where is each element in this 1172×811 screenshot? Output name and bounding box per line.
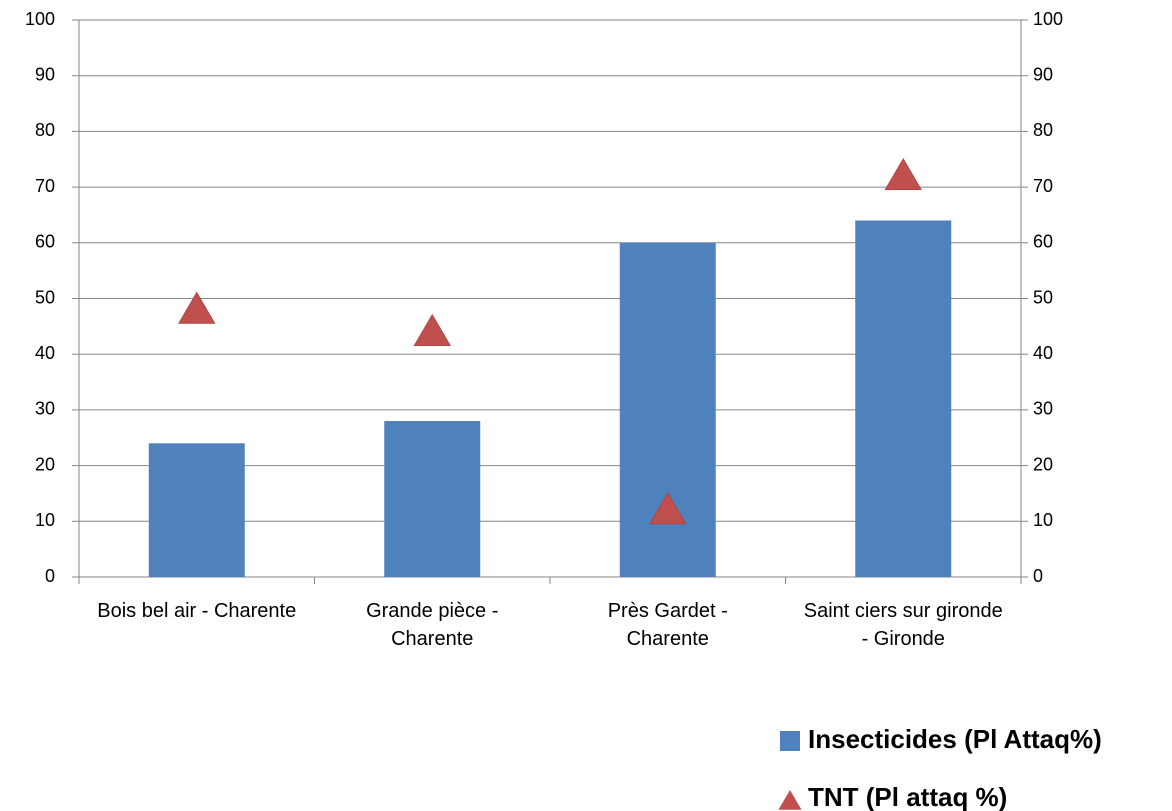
y-tick-label: 20 <box>35 454 55 474</box>
bar <box>148 443 245 577</box>
y-tick-label: 100 <box>25 9 55 29</box>
y-tick-label: 90 <box>35 64 55 84</box>
legend-marker <box>778 790 802 810</box>
bar <box>855 220 952 577</box>
legend-label: Insecticides (Pl Attaq%) <box>808 724 1102 754</box>
y2-tick-label: 30 <box>1033 399 1053 419</box>
y2-tick-label: 60 <box>1033 232 1053 252</box>
y-tick-label: 80 <box>35 120 55 140</box>
legend-marker <box>780 731 800 751</box>
bar <box>619 242 716 578</box>
y2-tick-label: 80 <box>1033 120 1053 140</box>
y2-tick-label: 90 <box>1033 64 1053 84</box>
y2-tick-label: 100 <box>1033 9 1063 29</box>
y-tick-label: 40 <box>35 343 55 363</box>
y-tick-label: 10 <box>35 510 55 530</box>
x-tick-label: Grande pièce - Charente <box>366 600 499 650</box>
bar <box>384 421 481 577</box>
marker <box>649 492 687 525</box>
y-tick-label: 30 <box>35 399 55 419</box>
marker <box>178 291 216 324</box>
x-tick-label: Saint ciers sur gironde - Gironde <box>803 600 1003 650</box>
y-tick-label: 60 <box>35 232 55 252</box>
marker <box>884 157 922 191</box>
y2-tick-label: 20 <box>1033 454 1053 474</box>
y-tick-label: 0 <box>45 566 55 586</box>
x-tick-label: Bois bel air - Charente <box>97 600 297 622</box>
y2-tick-label: 10 <box>1033 510 1053 530</box>
marker <box>413 313 451 347</box>
y2-tick-label: 40 <box>1033 343 1053 363</box>
x-tick-label: Près Gardet - Charente <box>607 600 728 650</box>
y-tick-label: 70 <box>35 176 55 196</box>
y2-tick-label: 50 <box>1033 287 1053 307</box>
y2-tick-label: 70 <box>1033 176 1053 196</box>
y-tick-label: 50 <box>35 287 55 307</box>
y2-tick-label: 0 <box>1033 566 1043 586</box>
legend-label: TNT (Pl attaq %) <box>808 782 1007 811</box>
